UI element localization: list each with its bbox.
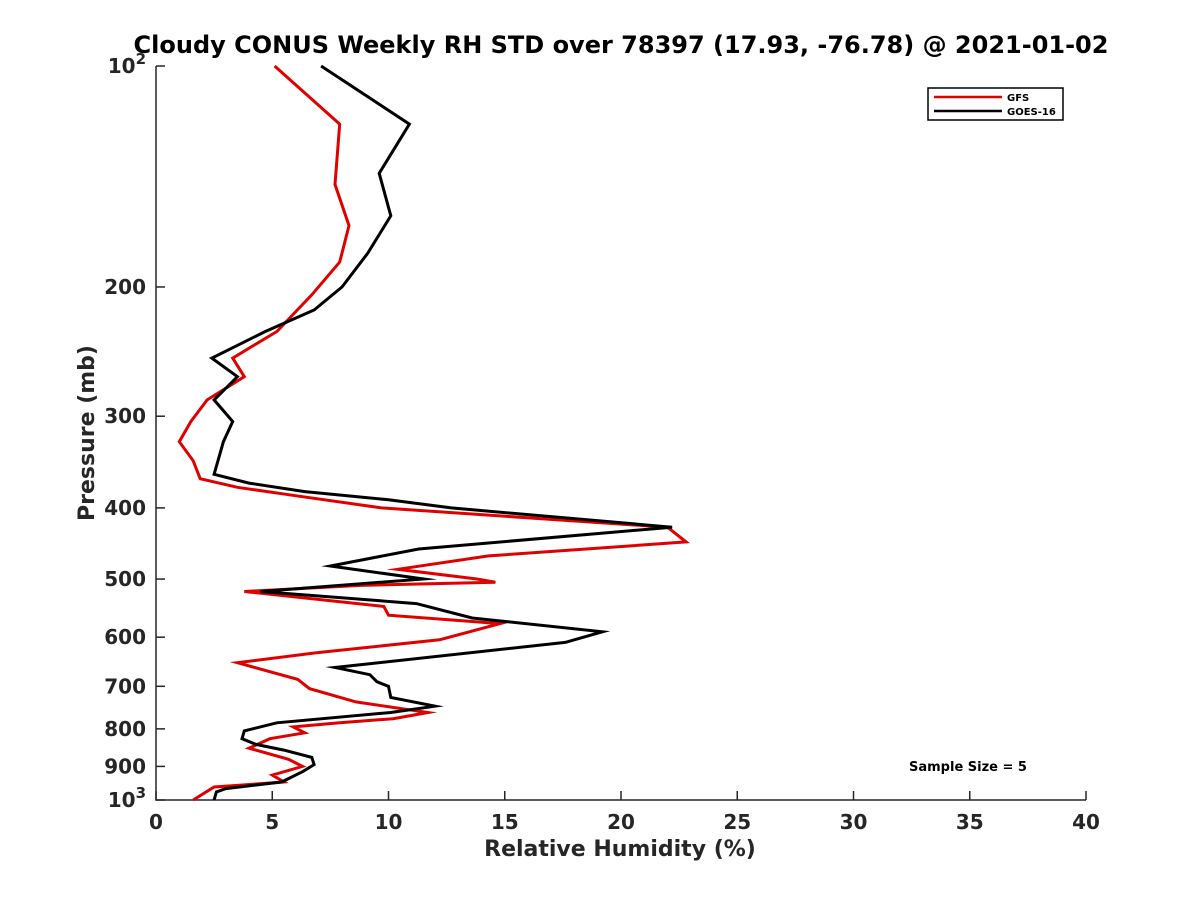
y-tick-label-base: 300 [104,404,146,428]
x-axis-label: Relative Humidity (%) [484,837,756,862]
chart-title: Cloudy CONUS Weekly RH STD over 78397 (1… [134,31,1109,59]
x-tick-label: 25 [723,810,751,834]
plot-area: 0 5 10 15 20 25 30 35 40 10220030040050060070080… [104,50,1100,834]
y-tick-label-base: 600 [104,625,146,649]
x-tick-label: 35 [956,810,984,834]
y-tick-label-base: 700 [104,674,146,698]
x-axis-ticks: 0 5 10 15 20 25 30 35 40 [149,791,1100,834]
y-tick-label-base: 900 [104,754,146,778]
y-tick-label-base: 400 [104,496,146,520]
legend-label: GFS [1007,93,1029,104]
axes-frame [155,66,1086,801]
y-tick-label-base: 10 [108,788,136,812]
y-tick-label-base: 800 [104,717,146,741]
y-tick-label: 700 [104,674,146,698]
y-axis-label: Pressure (mb) [75,345,100,521]
y-tick-label-base: 200 [104,275,146,299]
y-tick-label-exponent: 3 [136,784,146,802]
x-tick-label: 30 [840,810,868,834]
legend-box [927,87,1064,121]
x-tick-label: 20 [607,810,635,834]
y-tick-label: 600 [104,625,146,649]
x-tick-label: 15 [491,810,519,834]
y-tick-label: 102 [108,50,146,78]
x-tick-label: 40 [1072,810,1100,834]
series-lines [177,64,691,802]
y-tick-label: 400 [104,496,146,520]
y-tick-label: 300 [104,404,146,428]
y-tick-label-base: 10 [108,54,136,78]
sample-size-annotation: Sample Size = 5 [909,760,1027,775]
legend: GFS GOES-16 [927,87,1064,121]
legend-label: GOES-16 [1007,107,1056,118]
legend-entries: GFS GOES-16 [934,93,1056,118]
y-tick-label: 900 [104,754,146,778]
series-line-goes-16 [208,64,673,801]
y-tick-label-base: 500 [104,567,146,591]
series-line-gfs [177,64,691,802]
y-tick-label: 500 [104,567,146,591]
y-tick-label: 200 [104,275,146,299]
y-tick-label: 103 [108,784,146,812]
x-tick-label: 5 [265,810,279,834]
y-tick-label: 800 [104,717,146,741]
x-tick-label: 10 [375,810,403,834]
x-tick-label: 0 [149,810,163,834]
y-tick-label-exponent: 2 [136,50,146,68]
